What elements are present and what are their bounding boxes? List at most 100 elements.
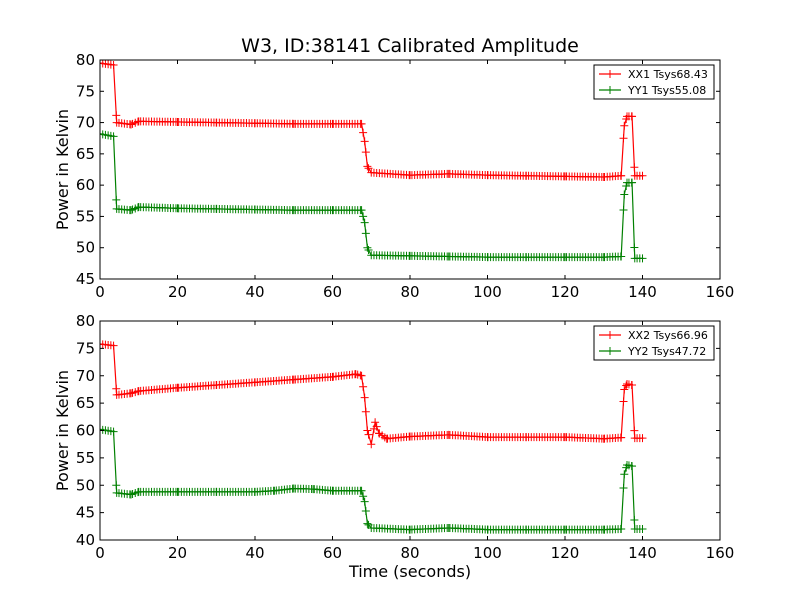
data-point-marker [619,206,628,215]
data-point-marker [127,206,135,215]
legend-marker [606,331,614,339]
x-tick-label: 100 [473,544,502,562]
data-point-marker [127,120,135,129]
data-point-marker [619,483,628,492]
data-point-marker [628,178,637,187]
data-point-marker [617,171,626,180]
data-point-marker [361,229,370,238]
x-tick-label: 120 [551,544,580,562]
data-point-marker [619,134,628,143]
y-tick-label: 65 [76,145,95,163]
data-point-marker [360,393,369,402]
x-tick-label: 160 [706,544,735,562]
x-tick-label: 40 [245,544,264,562]
data-point-marker [617,252,626,261]
data-point-marker [360,218,369,227]
y-tick-label: 75 [76,82,95,100]
y-tick-label: 65 [76,394,95,412]
y-tick-label: 60 [76,422,95,440]
legend-entry: XX2 Tsys66.96 [628,329,708,342]
series-markers-2-2 [100,425,647,534]
data-point-marker [359,128,368,137]
legend-entry: XX1 Tsys68.43 [628,68,708,81]
data-point-marker [617,433,626,442]
legend-entry: YY1 Tsys55.08 [627,84,706,97]
y-axis-label: Power in Kelvin [53,370,72,491]
legend-box [593,64,715,100]
data-point-marker [372,422,381,431]
plot-area-1 [100,60,647,263]
data-point-marker [638,525,647,534]
legend-marker [606,347,614,355]
data-point-marker [630,243,639,252]
data-point-marker [620,470,629,479]
data-point-marker [357,206,366,215]
y-axis-label: Power in Kelvin [53,109,72,230]
data-point-marker [363,426,372,435]
x-axis-label: Time (seconds) [348,562,471,581]
chart-title: W3, ID:38141 Calibrated Amplitude [241,35,579,57]
y-tick-label: 80 [76,312,95,330]
legend-box [593,325,715,361]
x-tick-label: 160 [706,283,735,301]
y-tick-label: 55 [76,207,95,225]
data-point-marker [628,462,637,471]
data-point-marker [361,407,370,416]
legend-1: XX1 Tsys68.43 YY1 Tsys55.08 [593,64,715,100]
legend-entry: YY2 Tsys47.72 [627,345,706,358]
y-tick-label: 50 [76,239,95,257]
data-point-marker [357,119,366,128]
y-tick-label: 45 [76,504,95,522]
y-tick-label: 55 [76,449,95,467]
series-markers-1-1 [100,60,647,182]
data-point-marker [364,430,373,439]
subplot-1: 0 20 40 60 80 100 120 140 160 45 50 55 60 65 70 75 80 W3,… [53,35,734,301]
x-tick-label: 140 [628,544,657,562]
legend-marker [606,70,614,78]
data-point-marker [364,164,373,173]
data-point-marker [371,418,380,427]
x-tick-label: 60 [323,283,342,301]
data-point-marker [367,440,376,449]
data-point-marker [109,61,118,70]
data-point-marker [357,486,366,495]
data-point-marker [638,254,647,263]
data-point-marker [638,434,647,443]
x-tick-label: 0 [95,283,105,301]
y-tick-label: 50 [76,476,95,494]
data-point-marker [359,382,368,391]
data-point-marker [630,516,639,525]
data-point-marker [620,190,629,199]
x-tick-label: 60 [323,544,342,562]
series-line-1-2 [100,133,643,259]
y-tick-label: 60 [76,176,95,194]
y-tick-label: 70 [76,114,95,132]
data-point-marker [360,137,369,146]
plot-area-2 [100,339,647,534]
data-point-marker [359,212,368,221]
y-tick-label: 80 [76,51,95,69]
x-tick-label: 80 [400,544,419,562]
x-tick-label: 20 [168,283,187,301]
data-point-marker [620,385,629,394]
y-tick-label: 45 [76,270,95,288]
data-point-marker [628,112,637,121]
x-tick-label: 140 [628,283,657,301]
data-point-marker [357,371,366,380]
series-markers-1-2 [100,129,647,263]
data-point-marker [617,525,626,534]
data-point-marker [112,111,121,120]
data-point-marker [628,381,637,390]
data-point-marker [363,162,372,171]
data-point-marker [630,163,639,172]
legend-2: XX2 Tsys66.96 YY2 Tsys47.72 [593,325,715,361]
data-point-marker [112,481,121,490]
y-tick-label: 75 [76,339,95,357]
x-tick-label: 120 [551,283,580,301]
data-point-marker [363,519,372,528]
data-point-marker [127,490,135,499]
data-point-marker [112,195,121,204]
data-point-marker [638,171,647,180]
y-tick-label: 40 [76,531,95,549]
x-tick-label: 100 [473,283,502,301]
